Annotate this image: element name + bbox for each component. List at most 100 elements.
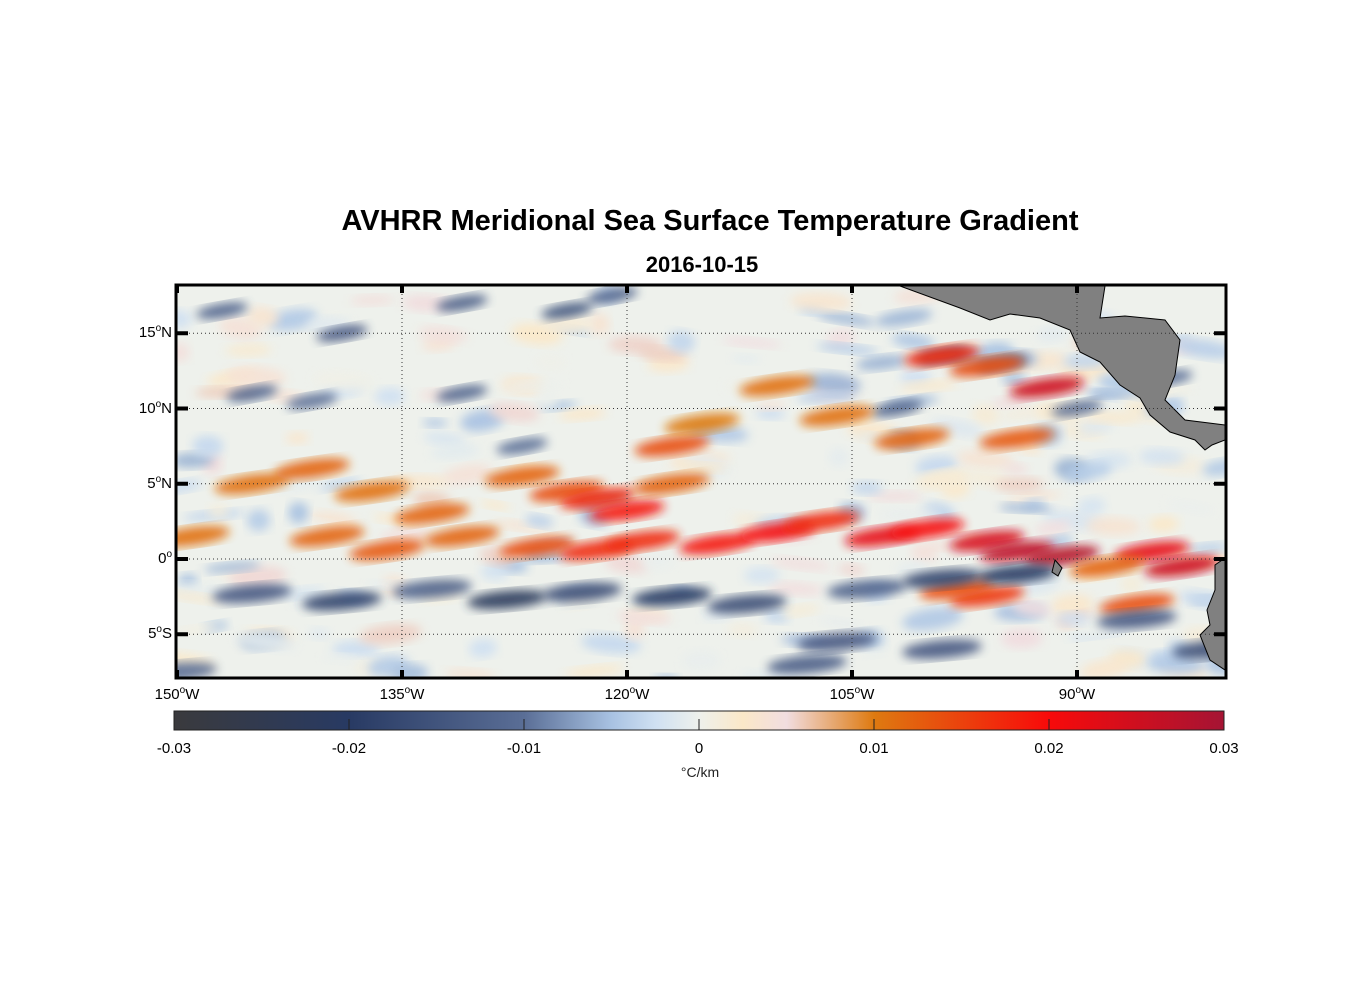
x-tick-label: 105oW [812, 685, 892, 703]
field-feature [418, 326, 468, 343]
field-feature [359, 623, 422, 645]
field-feature [1002, 463, 1029, 475]
colorbar-tick-label: -0.03 [156, 740, 192, 757]
field-feature [707, 594, 787, 614]
field-feature [899, 380, 958, 392]
field-feature [1082, 411, 1140, 424]
field-feature [423, 431, 466, 447]
y-tick-hemisphere: N [161, 399, 172, 417]
field-feature [977, 564, 1057, 584]
field-feature [321, 653, 358, 664]
field-feature [862, 648, 887, 658]
field-feature [203, 561, 261, 573]
field-feature [889, 518, 965, 540]
field-feature [289, 526, 365, 547]
field-feature [177, 526, 230, 547]
degree-symbol: o [854, 685, 861, 696]
field-feature [392, 579, 472, 599]
field-feature [743, 567, 781, 584]
field-feature [681, 649, 721, 672]
field-feature [274, 458, 350, 480]
field-feature [604, 530, 680, 552]
field-feature [1173, 339, 1225, 359]
field-feature [542, 582, 622, 602]
field-feature [998, 503, 1053, 513]
x-tick-value: 150 [154, 686, 180, 703]
field-feature [992, 396, 1030, 408]
field-feature [436, 385, 488, 402]
field-feature [468, 638, 497, 658]
plot-frame [174, 283, 1228, 680]
field-feature [1080, 659, 1129, 677]
degree-symbol: o [404, 685, 411, 696]
grid-lines [177, 286, 1225, 677]
field-feature [784, 511, 860, 532]
field-feature [616, 611, 672, 625]
field-feature [972, 404, 1000, 426]
chart-subtitle: 2016-10-15 [645, 252, 759, 277]
field-feature [430, 443, 480, 460]
field-feature [1036, 326, 1068, 342]
field-feature [504, 380, 565, 391]
x-tick-label: 150oW [137, 685, 217, 703]
field-feature [1166, 500, 1215, 515]
x-tick-value: 120 [604, 686, 630, 703]
field-feature [642, 551, 676, 572]
field-feature [212, 583, 292, 604]
field-feature [1147, 654, 1205, 675]
field-feature [1000, 628, 1043, 649]
colorbar-ticks [348, 719, 1050, 730]
field-feature [235, 632, 296, 651]
field-feature [444, 668, 496, 677]
field-feature [1035, 520, 1071, 536]
field-feature [196, 302, 248, 319]
galapagos-island [1051, 558, 1063, 577]
field-feature [192, 435, 224, 457]
field-feature [559, 408, 607, 421]
y-tick-hemisphere: S [161, 625, 172, 643]
field-feature [394, 503, 470, 525]
field-feature [436, 294, 488, 312]
field-feature [480, 500, 511, 510]
colorbar-tick-label: -0.02 [331, 740, 367, 757]
field-feature [799, 405, 875, 427]
field-feature [1005, 491, 1062, 502]
field-feature [541, 302, 593, 319]
field-feature [731, 354, 761, 364]
y-tick-label: 10oN [112, 399, 172, 417]
field-feature [827, 579, 907, 599]
field-feature [739, 670, 800, 677]
colorbar-tick-label: 0.03 [1209, 740, 1239, 757]
field-feature [634, 435, 710, 457]
field-feature [828, 447, 850, 468]
field-feature [902, 607, 964, 631]
degree-symbol: o [1075, 685, 1082, 696]
field-feature [286, 392, 338, 410]
field-feature [246, 306, 279, 327]
field-feature [586, 287, 638, 304]
x-tick-value: 135 [379, 686, 405, 703]
field-feature [826, 329, 856, 347]
field-feature [494, 520, 554, 532]
field-feature [664, 413, 740, 434]
field-feature [177, 591, 224, 604]
field-feature [1099, 593, 1175, 615]
axis-ticks [175, 285, 1226, 678]
field-feature [818, 617, 864, 629]
field-feature [534, 353, 567, 371]
field-feature [634, 473, 710, 495]
x-tick-label: 120oW [587, 685, 667, 703]
field-feature [1051, 594, 1094, 617]
land-south-america [1199, 557, 1225, 671]
field-feature [1120, 573, 1143, 595]
field-feature [1085, 517, 1141, 536]
field-feature [267, 308, 318, 331]
x-tick-value: 90 [1058, 686, 1076, 703]
field-feature [331, 640, 381, 657]
y-tick-hemisphere: N [161, 474, 172, 492]
field-feature [564, 665, 624, 677]
field-feature [1011, 600, 1052, 617]
field-feature [1187, 543, 1225, 554]
field-feature [302, 591, 382, 611]
